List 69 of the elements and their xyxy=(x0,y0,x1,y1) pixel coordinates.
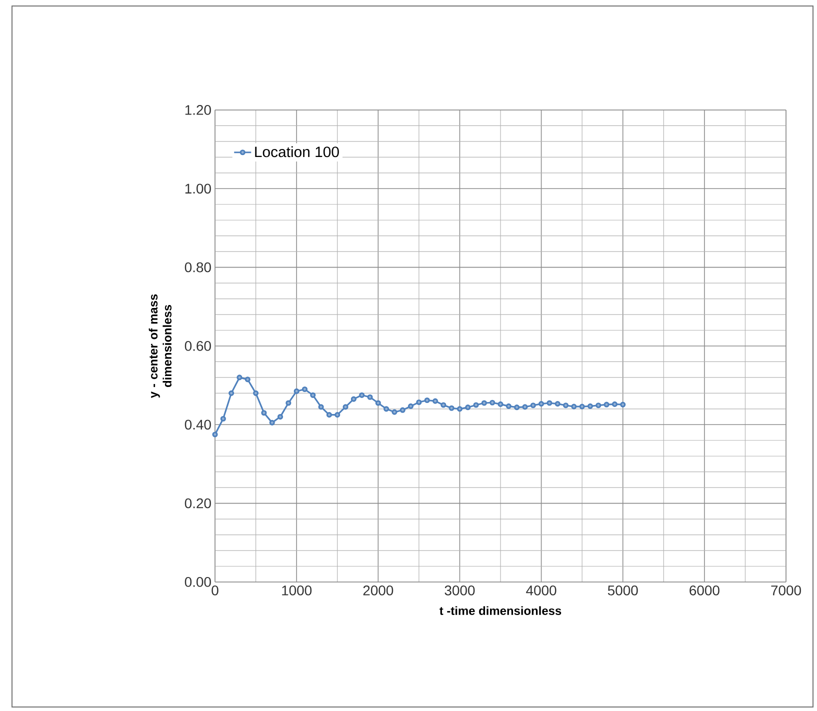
point xyxy=(302,386,308,392)
point xyxy=(286,400,292,406)
point xyxy=(416,399,422,406)
point xyxy=(342,404,348,410)
point xyxy=(448,405,454,411)
x-tick-label: 1000 xyxy=(282,585,312,596)
point xyxy=(481,400,487,406)
x-tick-label: 6000 xyxy=(690,585,720,596)
y-tick-label: 1.00 xyxy=(185,184,211,194)
point xyxy=(473,402,479,408)
point xyxy=(465,404,471,410)
point xyxy=(392,409,398,415)
y-tick-label: 0.40 xyxy=(184,420,211,430)
point xyxy=(318,404,324,410)
point xyxy=(620,402,626,408)
point xyxy=(228,390,234,396)
y-tick-label: 0.80 xyxy=(184,262,211,272)
point xyxy=(236,374,242,380)
point xyxy=(506,403,512,409)
x-tick-label: 2000 xyxy=(363,585,394,596)
point xyxy=(562,402,569,408)
point xyxy=(498,401,504,407)
point xyxy=(587,403,594,409)
point xyxy=(596,402,602,408)
point xyxy=(334,412,340,418)
point xyxy=(253,390,259,396)
y-tick-label: 1.20 xyxy=(185,105,211,115)
y-tick-label: 0.60 xyxy=(184,341,211,351)
x-tick-label: 3000 xyxy=(444,585,475,596)
point xyxy=(261,410,267,416)
point xyxy=(310,392,316,398)
y-tick-label: 0.20 xyxy=(184,498,211,508)
point xyxy=(424,397,430,404)
point xyxy=(579,404,585,410)
point xyxy=(244,376,250,382)
point xyxy=(554,401,560,407)
point xyxy=(359,392,365,398)
legend-label: Location 100 xyxy=(255,146,339,158)
point xyxy=(530,402,536,408)
point xyxy=(408,403,414,409)
x-tick-label: 0 xyxy=(212,585,218,596)
point xyxy=(546,400,552,406)
point xyxy=(604,402,610,408)
point xyxy=(400,407,406,413)
point xyxy=(294,388,300,394)
point xyxy=(277,414,284,420)
point xyxy=(375,400,381,406)
x-axis-title: t -time dimensionless xyxy=(440,606,562,615)
point xyxy=(571,404,577,410)
y-tick-label: 0.00 xyxy=(184,577,211,587)
point xyxy=(514,404,520,410)
point xyxy=(220,416,226,422)
point xyxy=(456,406,463,412)
x-tick-label: 7000 xyxy=(771,585,801,596)
point xyxy=(350,396,356,402)
point xyxy=(326,412,332,418)
y-axis-title: y - center of mass dimensionless xyxy=(148,294,172,398)
point xyxy=(432,398,438,404)
point xyxy=(538,401,544,407)
point xyxy=(490,400,496,406)
point xyxy=(612,401,618,407)
point xyxy=(269,420,275,426)
point xyxy=(384,406,390,412)
point xyxy=(522,404,528,410)
x-tick-label: 5000 xyxy=(608,585,638,596)
point xyxy=(212,432,218,438)
x-tick-label: 4000 xyxy=(526,585,556,596)
point xyxy=(440,402,446,408)
point xyxy=(367,394,373,400)
